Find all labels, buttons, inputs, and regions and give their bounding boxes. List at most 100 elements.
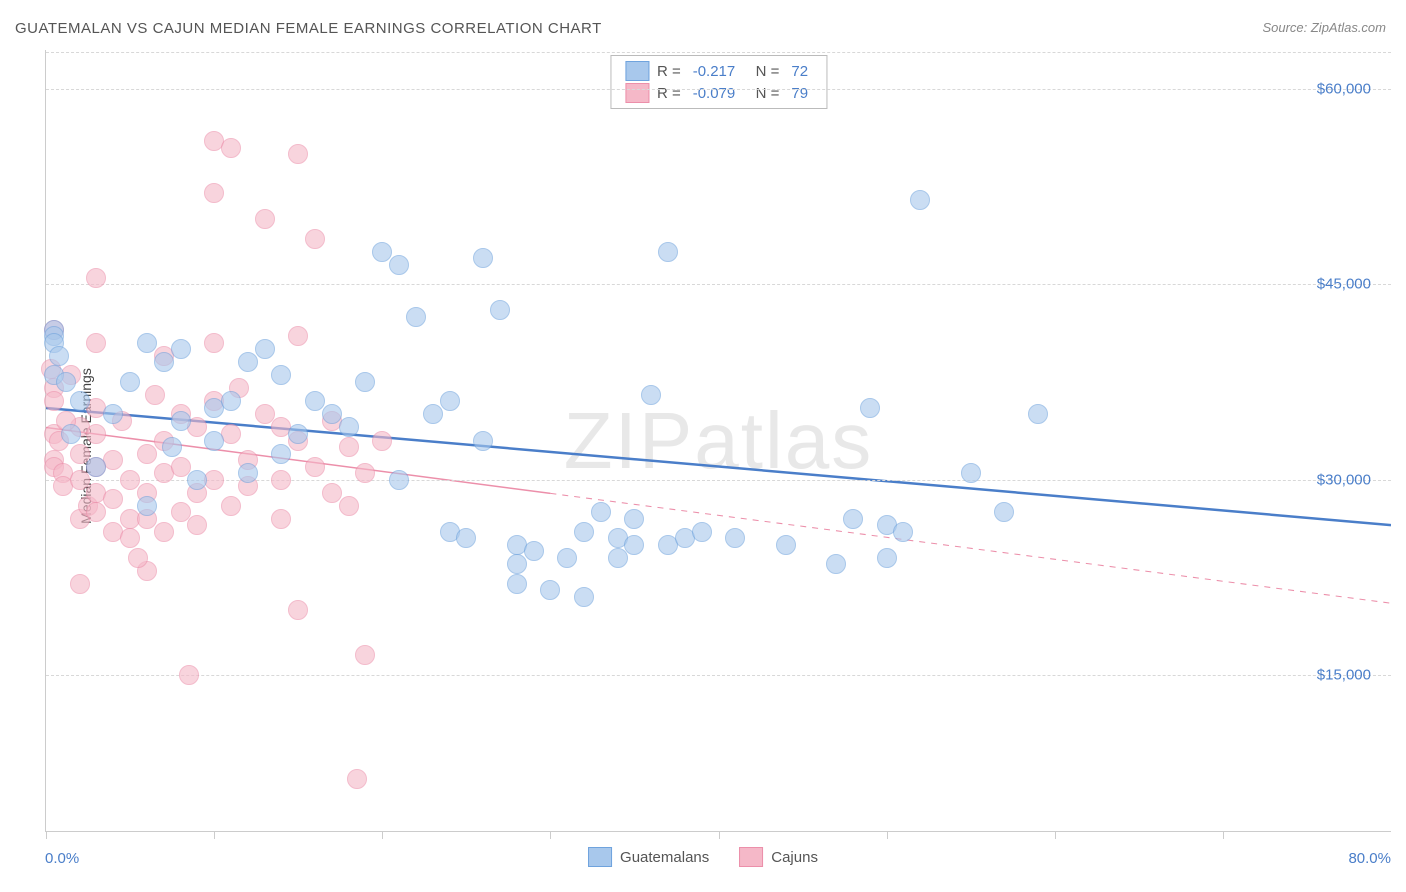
scatter-point <box>171 457 191 477</box>
scatter-point <box>524 541 544 561</box>
scatter-point <box>288 600 308 620</box>
scatter-point <box>171 339 191 359</box>
scatter-point <box>490 300 510 320</box>
scatter-point <box>658 242 678 262</box>
scatter-point <box>255 209 275 229</box>
scatter-point <box>103 404 123 424</box>
scatter-point <box>61 424 81 444</box>
scatter-point <box>255 404 275 424</box>
scatter-point <box>725 528 745 548</box>
scatter-point <box>49 346 69 366</box>
scatter-point <box>339 496 359 516</box>
scatter-point <box>305 391 325 411</box>
scatter-point <box>238 352 258 372</box>
scatter-point <box>120 470 140 490</box>
scatter-point <box>591 502 611 522</box>
scatter-point <box>128 548 148 568</box>
scatter-point <box>86 457 106 477</box>
scatter-point <box>389 255 409 275</box>
scatter-point <box>347 769 367 789</box>
scatter-point <box>507 554 527 574</box>
scatter-point <box>44 391 64 411</box>
scatter-point <box>288 326 308 346</box>
legend-r-value: -0.217 <box>693 63 736 80</box>
series-name: Cajuns <box>771 849 818 866</box>
scatter-point <box>608 548 628 568</box>
series-legend: GuatemalansCajuns <box>588 847 818 867</box>
gridline <box>46 675 1391 676</box>
x-axis-max-label: 80.0% <box>1348 850 1391 867</box>
legend-r-value: -0.079 <box>693 85 736 102</box>
scatter-point <box>154 352 174 372</box>
scatter-point <box>70 444 90 464</box>
scatter-point <box>961 463 981 483</box>
scatter-point <box>204 333 224 353</box>
scatter-point <box>137 333 157 353</box>
source-attribution: Source: ZipAtlas.com <box>1262 20 1386 35</box>
scatter-point <box>776 535 796 555</box>
legend-n-label: N = <box>747 63 779 80</box>
x-tick <box>550 831 551 839</box>
scatter-point <box>145 385 165 405</box>
scatter-point <box>271 470 291 490</box>
scatter-point <box>574 587 594 607</box>
scatter-point <box>120 372 140 392</box>
scatter-point <box>406 307 426 327</box>
scatter-point <box>103 489 123 509</box>
x-tick <box>1055 831 1056 839</box>
scatter-point <box>305 457 325 477</box>
scatter-point <box>221 138 241 158</box>
scatter-point <box>423 404 443 424</box>
x-tick <box>887 831 888 839</box>
scatter-point <box>372 242 392 262</box>
x-tick <box>1223 831 1224 839</box>
scatter-point <box>271 365 291 385</box>
series-legend-item: Cajuns <box>739 847 818 867</box>
legend-row: R = -0.079 N = 79 <box>625 82 812 104</box>
scatter-point <box>322 404 342 424</box>
scatter-point <box>473 431 493 451</box>
source-prefix: Source: <box>1262 20 1310 35</box>
gridline <box>46 52 1391 53</box>
scatter-point <box>271 444 291 464</box>
scatter-point <box>624 509 644 529</box>
scatter-point <box>994 502 1014 522</box>
scatter-point <box>877 548 897 568</box>
scatter-point <box>120 528 140 548</box>
scatter-point <box>540 580 560 600</box>
scatter-point <box>221 496 241 516</box>
scatter-point <box>473 248 493 268</box>
scatter-point <box>372 431 392 451</box>
legend-swatch <box>625 83 649 103</box>
y-tick-label: $60,000 <box>1317 81 1371 98</box>
scatter-point <box>204 431 224 451</box>
legend-swatch <box>625 61 649 81</box>
trend-lines-layer <box>46 50 1391 831</box>
scatter-point <box>826 554 846 574</box>
legend-r-label: R = <box>657 85 681 102</box>
legend-row: R = -0.217 N = 72 <box>625 60 812 82</box>
y-tick-label: $15,000 <box>1317 666 1371 683</box>
scatter-point <box>187 470 207 490</box>
scatter-point <box>574 522 594 542</box>
scatter-point <box>355 463 375 483</box>
scatter-point <box>238 463 258 483</box>
correlation-stats-legend: R = -0.217 N = 72R = -0.079 N = 79 <box>610 55 827 109</box>
scatter-point <box>557 548 577 568</box>
scatter-point <box>322 483 342 503</box>
legend-n-value: 72 <box>791 63 808 80</box>
x-tick <box>214 831 215 839</box>
scatter-point <box>355 645 375 665</box>
scatter-point <box>692 522 712 542</box>
gridline <box>46 284 1391 285</box>
scatter-point <box>339 417 359 437</box>
scatter-point <box>86 502 106 522</box>
scatter-point <box>910 190 930 210</box>
scatter-point <box>171 502 191 522</box>
x-tick <box>46 831 47 839</box>
scatter-point <box>171 411 191 431</box>
scatter-point <box>255 339 275 359</box>
scatter-point <box>389 470 409 490</box>
chart-container: GUATEMALAN VS CAJUN MEDIAN FEMALE EARNIN… <box>0 0 1406 892</box>
scatter-point <box>221 391 241 411</box>
